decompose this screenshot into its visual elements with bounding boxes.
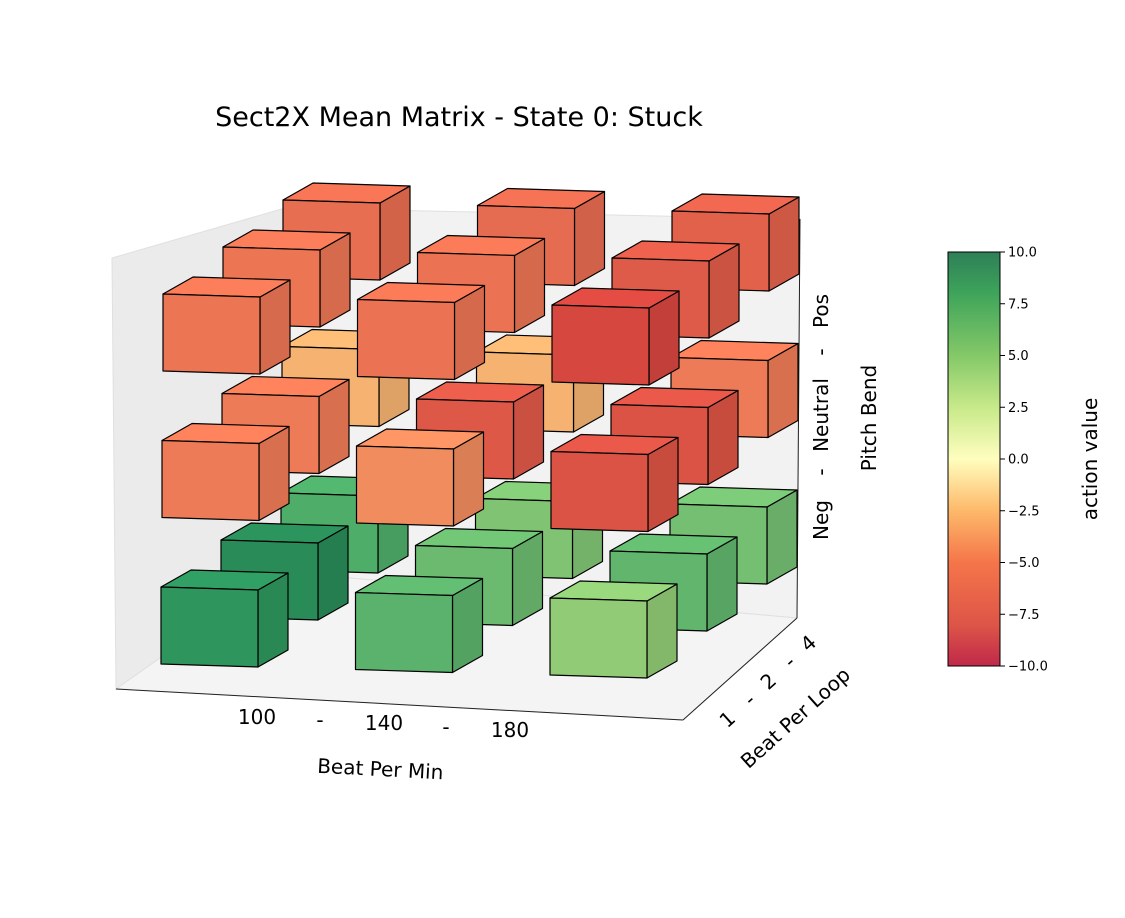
bar-cube xyxy=(356,281,486,381)
colorbar-tick-label: 5.0 xyxy=(1008,349,1029,364)
y-axis-label: Beat Per Loop xyxy=(736,662,855,773)
y-tick-label: 4 xyxy=(796,630,822,656)
colorbar-tick-label: 0.0 xyxy=(1008,453,1029,468)
bar-cube xyxy=(162,276,291,375)
bar-cube xyxy=(549,580,678,679)
bar-cube xyxy=(161,422,290,522)
z-axis-label: Pitch Bend xyxy=(857,365,881,471)
bar-face-front xyxy=(160,586,259,668)
bar-face-front xyxy=(356,298,456,381)
y-tick-label: - xyxy=(739,688,760,711)
colorbar-tick-label: −10.0 xyxy=(1008,660,1048,675)
bar-face-front xyxy=(550,450,649,533)
z-tick-label: Pos xyxy=(809,294,833,328)
bar-face-front xyxy=(549,597,648,679)
bar-cube xyxy=(220,522,349,621)
colorbar-tick-label: 10.0 xyxy=(1008,246,1037,261)
bar-face-front xyxy=(162,293,261,375)
colorbar-tick-label: −7.5 xyxy=(1008,608,1040,623)
bar-face-front xyxy=(354,591,454,674)
colorbar-tick-label: 2.5 xyxy=(1008,401,1029,416)
colorbar-label: action value xyxy=(1078,398,1102,521)
chart-title: Sect2X Mean Matrix - State 0: Stuck xyxy=(215,102,703,133)
y-axis-line xyxy=(682,617,798,721)
bar-cube xyxy=(355,428,485,527)
colorbar: 10.0 7.5 5.0 2.5 0.0 −2.5 −5.0 −7.5 −10.0 action… xyxy=(947,246,1102,675)
colorbar-tick-label: −5.0 xyxy=(1008,556,1040,571)
x-tick-labels: 100 - 140 - 180 xyxy=(238,705,529,742)
bar-face-front xyxy=(161,439,260,522)
colorbar-gradient xyxy=(947,251,1001,667)
x-tick-label: 180 xyxy=(491,718,529,742)
colorbar-tick-label: −2.5 xyxy=(1008,504,1040,519)
x-tick-label: - xyxy=(442,715,449,739)
bar-cube xyxy=(160,569,289,668)
bar-cube xyxy=(416,234,546,334)
y-tick-label: 1 xyxy=(715,706,741,732)
x-tick-label: - xyxy=(316,708,323,732)
colorbar-tick-label: 7.5 xyxy=(1008,297,1029,312)
z-tick-label: Neutral xyxy=(809,378,833,452)
bars-layer xyxy=(160,182,800,679)
bar-cube xyxy=(550,433,679,533)
y-tick-label: 2 xyxy=(756,668,782,694)
bar-face-front xyxy=(355,445,455,527)
x-axis-line xyxy=(115,688,684,721)
x-axis-label: Beat Per Min xyxy=(317,754,444,785)
x-tick-label: 100 xyxy=(238,705,276,729)
z-tick-label: - xyxy=(809,468,833,475)
bar-face-front xyxy=(551,304,650,386)
z-tick-label: - xyxy=(809,348,833,355)
bar-cube xyxy=(551,287,680,386)
z-tick-labels: Neg - Neutral - Pos xyxy=(809,294,833,540)
y-tick-label: - xyxy=(779,650,800,673)
z-tick-label: Neg xyxy=(809,500,833,540)
x-tick-label: 140 xyxy=(365,711,403,735)
colorbar-ticks: 10.0 7.5 5.0 2.5 0.0 −2.5 −5.0 −7.5 −10.0 xyxy=(1000,246,1048,675)
bar-cube xyxy=(354,574,484,674)
